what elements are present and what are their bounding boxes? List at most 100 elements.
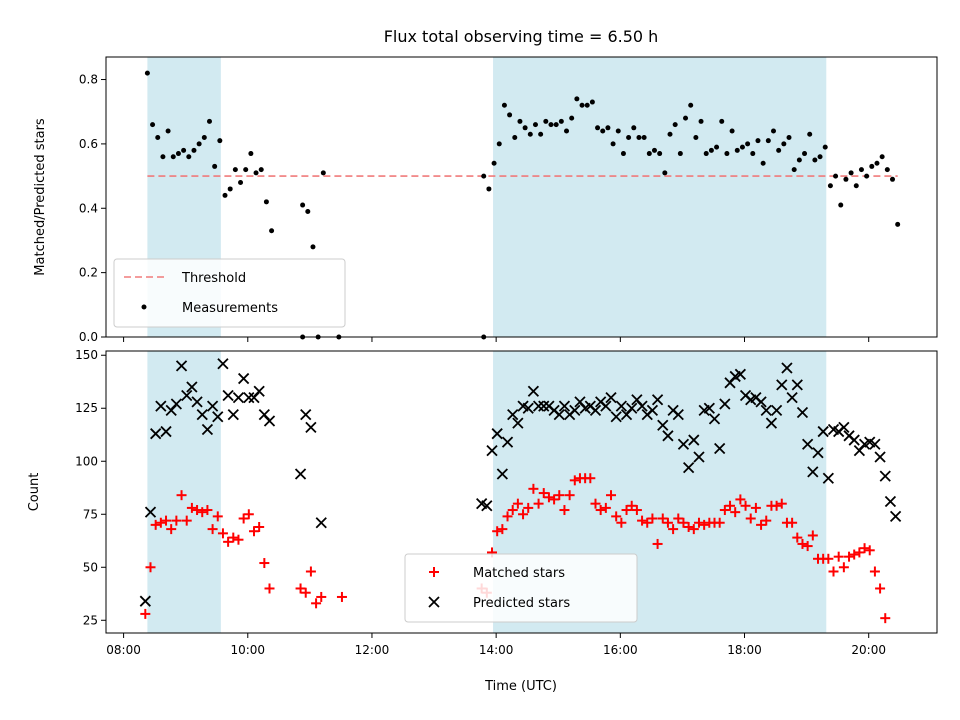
measurement-point [248,151,254,157]
predicted-point [770,404,783,417]
measurement-point [269,228,275,234]
predicted-point [703,402,715,414]
matched-point [186,502,197,513]
matched-point [238,513,249,524]
matched-point [523,502,534,513]
measurement-point [486,186,492,192]
predicted-point [212,411,224,423]
matched-point [621,505,632,516]
measurement-point [683,115,689,121]
matched-point [626,500,637,511]
predicted-point [796,406,809,419]
measurement-point [714,144,720,150]
measurement-point [791,167,797,173]
matched-point [595,505,606,516]
measurement-point [734,147,740,153]
matched-point [662,517,673,528]
matched-point [336,591,347,602]
measurement-point [569,115,575,121]
predicted-point [253,385,265,397]
measurement-point [760,160,766,166]
x-tick-label: 14:00 [479,643,514,657]
measurement-point [206,118,212,124]
measurement-point [196,141,202,147]
predicted-point [884,495,897,508]
predicted-point [817,425,829,438]
predicted-point [714,442,726,455]
measurement-point [641,134,647,140]
matched-point [192,505,203,516]
measurement-point [631,125,637,131]
matched-point [735,494,746,505]
measurement-point [170,154,176,160]
measurement-point [698,118,704,124]
x-tick-label: 18:00 [727,643,762,657]
measurement-point [491,160,497,166]
measurement-point [833,173,839,179]
legend-measurements-swatch [141,304,147,310]
bottom-y-ticks: 25 50 75 100 125 150 [75,348,106,627]
matched-point [750,502,761,513]
matched-point [585,473,596,484]
measurement-point [320,170,326,176]
measurement-point [160,154,166,160]
measurement-point [512,134,518,140]
predicted-point [522,402,534,414]
matched-point [259,558,270,569]
measurement-point [745,141,751,147]
measurement-point [874,160,880,166]
top-legend-box [113,258,346,328]
matched-point [554,490,565,501]
matched-point [745,513,756,524]
predicted-point [879,470,891,482]
legend-predicted-marker [428,596,440,608]
matched-point [533,498,544,509]
measurement-point [858,167,864,173]
predicted-point [300,408,312,421]
top-plot-frame [105,56,938,338]
legend-matched-swatch [429,567,439,577]
measurement-point [651,147,657,153]
predicted-point [206,400,219,412]
matched-point [776,498,787,509]
predicted-point [227,408,239,421]
matched-point [730,507,741,518]
top-legend: Threshold Measurements [113,258,346,328]
predicted-point [662,430,674,442]
matched-point [207,524,218,535]
predicted-point [682,461,695,474]
top-y-axis-label: Matched/Predicted stars [33,118,48,276]
matched-point [642,517,653,528]
predicted-point [651,394,664,406]
shaded-interval [493,57,827,337]
predicted-point [589,404,602,417]
measurement-point [150,122,156,128]
matched-point [864,545,875,556]
matched-point [202,505,213,516]
matched-point [616,517,627,528]
predicted-point [822,472,834,484]
measurement-point [677,151,683,157]
matched-point [828,566,839,577]
measurement-point [232,167,238,173]
matched-point [647,513,658,524]
y-tick-label: 150 [75,348,98,362]
matched-point [719,505,730,516]
matched-point [725,500,736,511]
matched-point [854,547,865,558]
measurement-point [895,221,901,227]
measurement-point [600,128,606,134]
matched-point [652,538,663,549]
measurement-point [827,183,833,189]
measurement-point [238,180,244,186]
matched-point [528,483,539,494]
measurement-point [750,151,756,157]
matched-point [787,517,798,528]
predicted-point [139,595,151,607]
predicted-point [874,451,886,463]
matched-point [512,498,523,509]
measurement-point [165,128,171,134]
matched-point [807,530,818,541]
measurement-point [822,144,828,150]
predicted-point [155,400,167,412]
